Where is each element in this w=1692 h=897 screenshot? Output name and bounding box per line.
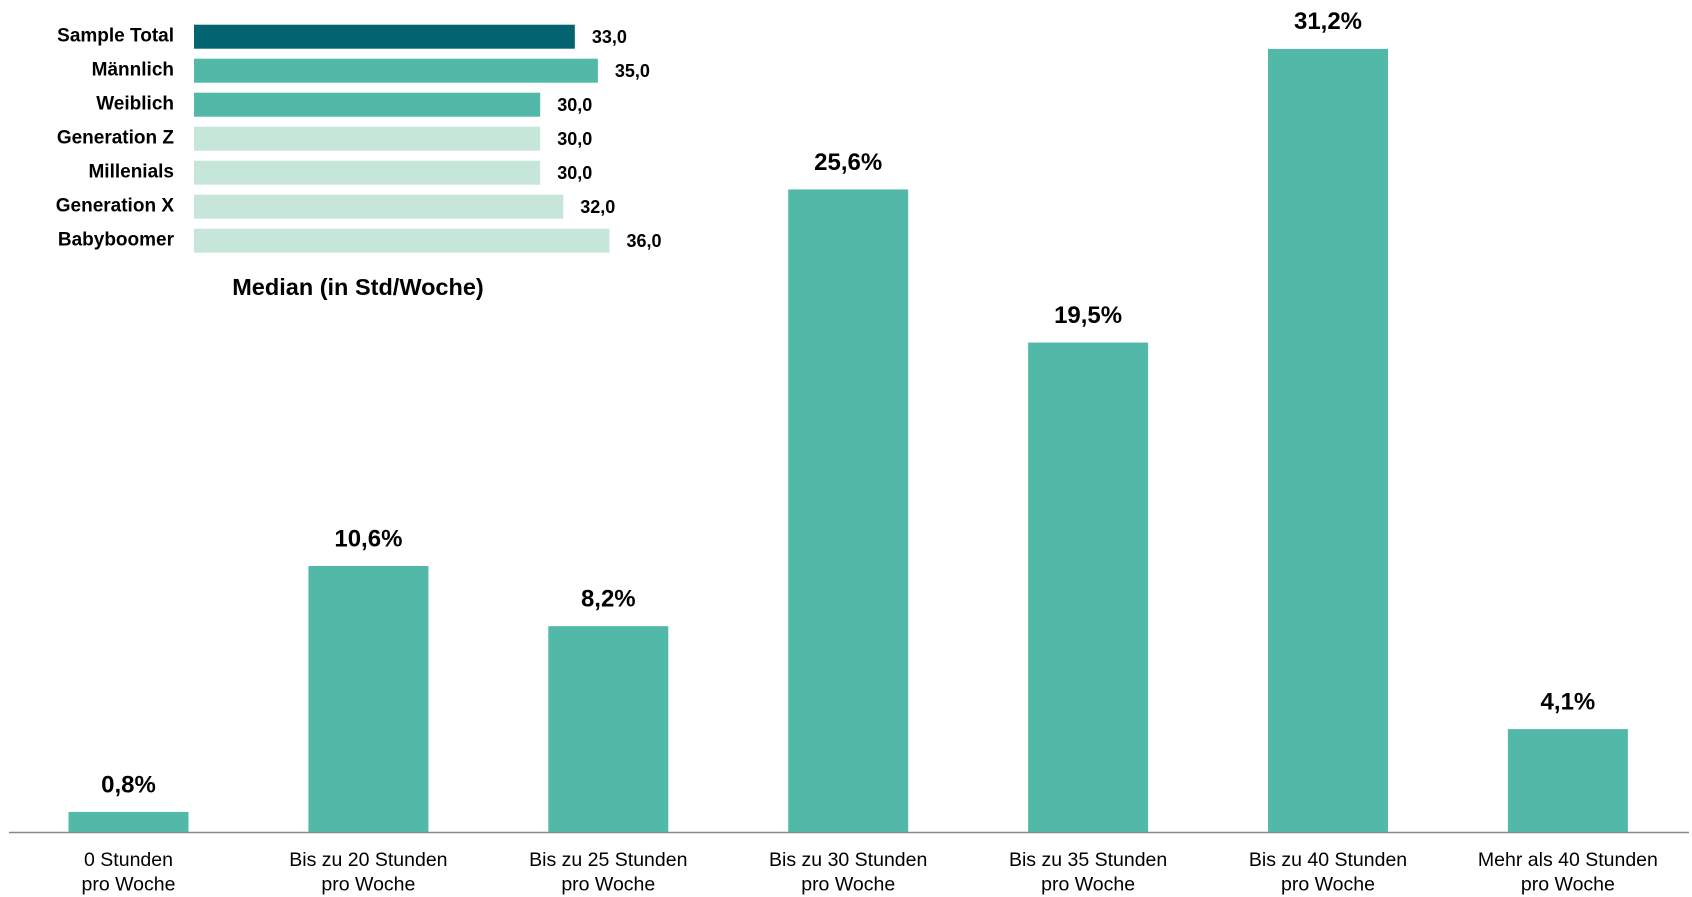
x-tick-label: Bis zu 25 Stunden: [529, 849, 687, 871]
y-tick-label: Sample Total: [57, 26, 174, 47]
y-tick-label: Generation X: [56, 196, 175, 217]
bar: [194, 160, 541, 185]
x-tick-label: pro Woche: [801, 874, 895, 896]
value-label: 10,6%: [334, 525, 402, 552]
value-label: 30,0: [557, 129, 592, 149]
value-label: 31,2%: [1294, 8, 1362, 35]
y-tick-label: Männlich: [92, 60, 174, 81]
value-label: 36,0: [626, 231, 661, 251]
x-tick-label: pro Woche: [82, 874, 176, 896]
value-label: 33,0: [592, 27, 627, 47]
value-label: 4,1%: [1541, 688, 1596, 715]
bar: [1507, 729, 1628, 832]
value-label: 25,6%: [814, 149, 882, 176]
inset-title: Median (in Std/Woche): [232, 274, 484, 300]
x-tick-label: pro Woche: [321, 874, 415, 896]
value-label: 30,0: [557, 95, 592, 115]
x-tick-label: Bis zu 30 Stunden: [769, 849, 927, 871]
x-tick-label: pro Woche: [1041, 874, 1135, 896]
x-tick-label: pro Woche: [1521, 874, 1615, 896]
value-label: 32,0: [580, 197, 615, 217]
bar: [1268, 48, 1388, 832]
value-label: 35,0: [615, 61, 650, 81]
value-label: 0,8%: [101, 771, 156, 798]
x-tick-label: pro Woche: [561, 874, 655, 896]
x-tick-label: Bis zu 20 Stunden: [289, 849, 447, 871]
bar: [194, 228, 610, 253]
value-label: 30,0: [557, 163, 592, 183]
x-tick-label: Bis zu 35 Stunden: [1009, 849, 1167, 871]
bar: [194, 24, 575, 49]
bar: [308, 565, 429, 832]
bar: [194, 194, 564, 219]
bar: [194, 92, 541, 117]
x-tick-label: pro Woche: [1281, 874, 1375, 896]
y-tick-label: Babyboomer: [58, 230, 175, 251]
x-tick-label: 0 Stunden: [84, 849, 173, 871]
value-label: 19,5%: [1054, 302, 1122, 329]
bar: [548, 626, 669, 832]
bar: [194, 58, 598, 83]
bar: [194, 126, 541, 151]
y-tick-label: Millenials: [88, 162, 174, 183]
y-tick-label: Generation Z: [57, 128, 175, 149]
x-tick-label: Bis zu 40 Stunden: [1249, 849, 1407, 871]
bar: [1028, 342, 1149, 832]
bar: [68, 811, 189, 832]
bar: [788, 189, 909, 832]
y-tick-label: Weiblich: [96, 94, 174, 115]
x-tick-label: Mehr als 40 Stunden: [1478, 849, 1658, 871]
value-label: 8,2%: [581, 586, 636, 613]
